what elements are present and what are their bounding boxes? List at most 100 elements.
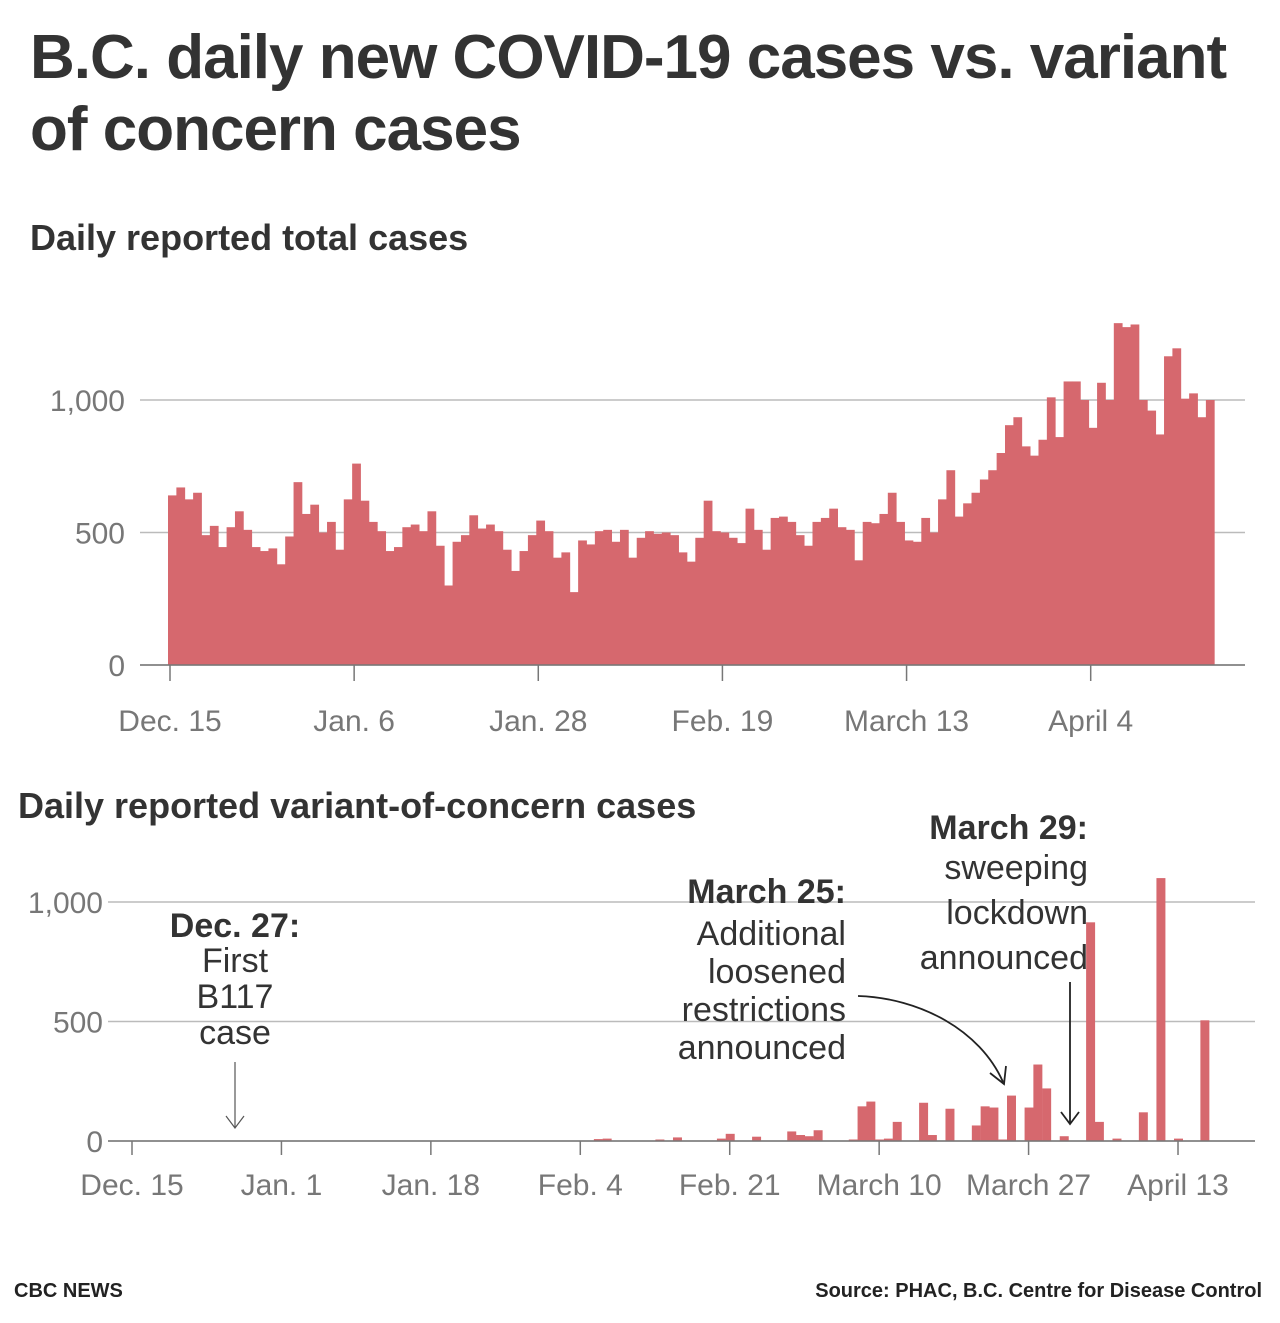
bar	[586, 544, 596, 665]
bar	[536, 520, 546, 665]
bar	[460, 535, 470, 665]
annotation-text: announced	[678, 1029, 846, 1067]
bar	[519, 551, 529, 665]
bar	[661, 532, 671, 665]
bar	[243, 529, 253, 665]
bar	[611, 541, 621, 665]
x-tick-label: Feb. 4	[538, 1169, 623, 1202]
bar	[980, 1106, 990, 1141]
bar	[887, 492, 897, 665]
bar	[1063, 381, 1073, 665]
bar	[201, 535, 211, 665]
bar	[1112, 1138, 1122, 1141]
chart1-title: Daily reported total cases	[30, 217, 469, 258]
bar	[419, 531, 428, 665]
bar	[1088, 427, 1098, 665]
x-tick-label: Jan. 6	[313, 705, 395, 738]
bar	[1189, 393, 1198, 665]
x-tick-label: Feb. 19	[672, 705, 774, 738]
bar	[989, 1107, 999, 1141]
bar	[1042, 1088, 1052, 1141]
x-tick-label: Jan. 18	[382, 1169, 480, 1202]
bar	[1200, 1020, 1210, 1141]
bar	[1172, 348, 1182, 665]
bar	[368, 521, 378, 665]
bar	[427, 511, 437, 665]
bar	[260, 551, 269, 665]
bar	[921, 517, 931, 665]
bar	[820, 517, 830, 665]
footer-source: Source: PHAC, B.C. Centre for Disease Co…	[815, 1280, 1262, 1302]
annotation-text: First	[202, 942, 269, 980]
bar	[276, 564, 286, 665]
bar	[226, 527, 236, 665]
bar	[796, 1135, 806, 1141]
bar	[1055, 437, 1064, 665]
bar	[753, 529, 763, 665]
bar	[569, 592, 579, 665]
bar	[919, 1102, 929, 1141]
bar	[628, 557, 638, 665]
bar	[979, 479, 989, 665]
bar	[672, 1137, 682, 1141]
bar	[1071, 381, 1081, 665]
bar	[218, 547, 227, 665]
x-tick-label: Dec. 15	[118, 705, 221, 738]
chart-title: B.C. daily new COVID-19 cases vs. varian…	[30, 23, 1227, 164]
y-tick-label: 0	[108, 650, 125, 683]
bar	[335, 549, 345, 665]
bar	[892, 1121, 902, 1141]
bar	[1024, 1107, 1034, 1141]
bar	[971, 492, 981, 665]
bar	[527, 535, 537, 665]
bar	[813, 1130, 823, 1141]
bar	[670, 535, 679, 665]
bar	[636, 537, 646, 665]
arrowhead-icon	[989, 1065, 1007, 1086]
bar	[883, 1138, 893, 1141]
bar	[879, 513, 889, 665]
y-tick-label: 500	[75, 518, 125, 551]
bar	[703, 500, 713, 665]
bar	[795, 535, 805, 665]
bar	[310, 504, 320, 665]
bar	[1007, 1095, 1016, 1141]
bar	[1197, 417, 1207, 665]
bar	[1113, 323, 1123, 665]
bar	[686, 561, 696, 665]
bar	[1059, 1136, 1069, 1141]
bar	[603, 529, 613, 665]
bar	[716, 1138, 726, 1141]
bar	[762, 549, 772, 665]
chart2-title: Daily reported variant-of-concern cases	[18, 785, 697, 826]
bar	[862, 521, 872, 665]
bar	[477, 528, 487, 665]
bar	[1097, 382, 1106, 665]
bar	[502, 549, 512, 665]
bar	[929, 532, 939, 665]
x-tick-label: March 13	[844, 705, 969, 738]
arrowhead-icon	[225, 1115, 245, 1129]
bar	[904, 540, 914, 665]
bar	[1205, 400, 1215, 665]
bar	[1021, 446, 1031, 665]
x-tick-label: Feb. 21	[679, 1169, 781, 1202]
bar	[553, 557, 562, 665]
bar	[561, 552, 571, 665]
bar	[857, 1106, 867, 1141]
bar	[593, 1139, 603, 1141]
bar	[996, 453, 1006, 665]
bar	[393, 547, 403, 665]
bar	[1122, 327, 1131, 665]
bar	[712, 531, 721, 665]
annotation-text: loosened	[708, 953, 846, 991]
bar	[871, 523, 880, 665]
y-tick-label: 0	[86, 1126, 103, 1159]
bar	[486, 524, 495, 665]
bar	[1130, 324, 1140, 665]
x-tick-label: March 10	[817, 1169, 942, 1202]
bar	[1138, 400, 1148, 665]
bar	[770, 517, 780, 665]
bar	[176, 487, 186, 665]
bar	[1038, 439, 1048, 665]
